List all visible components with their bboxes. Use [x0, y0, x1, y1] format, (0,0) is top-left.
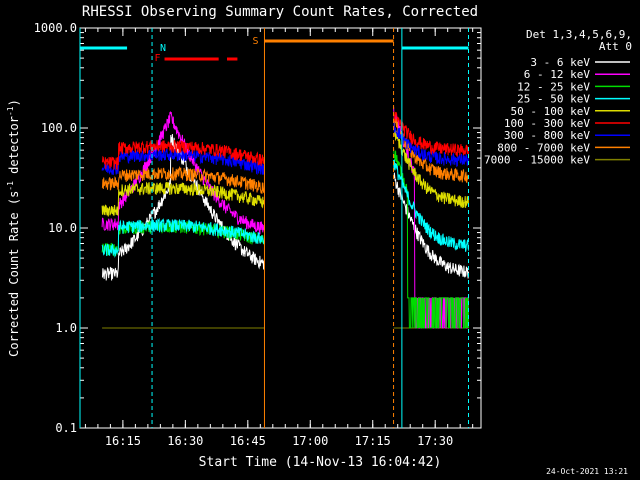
x-tick-label: 16:45: [230, 434, 266, 448]
chart-title: RHESSI Observing Summary Count Rates, Co…: [82, 4, 478, 20]
x-tick-label: 17:15: [355, 434, 391, 448]
night-label: N: [160, 43, 166, 54]
y-tick-label: 1.0: [55, 321, 77, 335]
y-tick-label: 1000.0: [34, 21, 77, 35]
series-line: [101, 159, 469, 258]
y-tick-label: 0.1: [55, 421, 77, 435]
legend-label: 50 - 100 keV: [511, 105, 591, 118]
y-tick-label: 100.0: [41, 121, 77, 135]
y-axis-label-sup: -1: [6, 181, 15, 191]
y-axis-label-main: Corrected Count Rate (s: [7, 191, 21, 357]
legend-label: 100 - 300 keV: [504, 117, 590, 130]
legend-label: 12 - 25 keV: [517, 80, 590, 93]
y-axis-label-end: ): [7, 99, 21, 106]
y-axis-label: Corrected Count Rate (s-1 detector-1): [6, 99, 21, 357]
legend-header-1: Det 1,3,4,5,6,9,: [526, 28, 632, 41]
series-line: [101, 111, 469, 171]
y-axis: 0.1 1.0 10.0 100.0 1000.0: [34, 21, 481, 435]
series-line: [101, 133, 469, 281]
x-axis: 16:15 16:30 16:45 17:00 17:15 17:30: [84, 28, 474, 448]
legend-label: 300 - 800 keV: [504, 129, 590, 142]
legend-label: 3 - 6 keV: [530, 56, 590, 69]
x-tick-label: 17:00: [292, 434, 328, 448]
y-tick-label: 10.0: [48, 221, 77, 235]
legend-label: 6 - 12 keV: [524, 68, 591, 81]
y-axis-label-sup2: -1: [6, 106, 15, 116]
saa-label: S: [252, 36, 258, 47]
flare-label: F: [155, 53, 161, 64]
x-axis-label: Start Time (14-Nov-13 16:04:42): [199, 455, 442, 470]
legend-label: 25 - 50 keV: [517, 93, 590, 106]
x-tick-label: 16:15: [105, 434, 141, 448]
y-axis-label-mid: detector: [7, 116, 21, 181]
legend-header-2: Att 0: [599, 40, 632, 53]
footer-timestamp: 24-Oct-2021 13:21: [546, 467, 628, 476]
legend-label: 800 - 7000 keV: [497, 141, 590, 154]
legend-label: 7000 - 15000 keV: [484, 154, 590, 167]
x-tick-label: 16:30: [167, 434, 203, 448]
x-tick-label: 17:30: [417, 434, 453, 448]
series-line: [101, 125, 469, 217]
